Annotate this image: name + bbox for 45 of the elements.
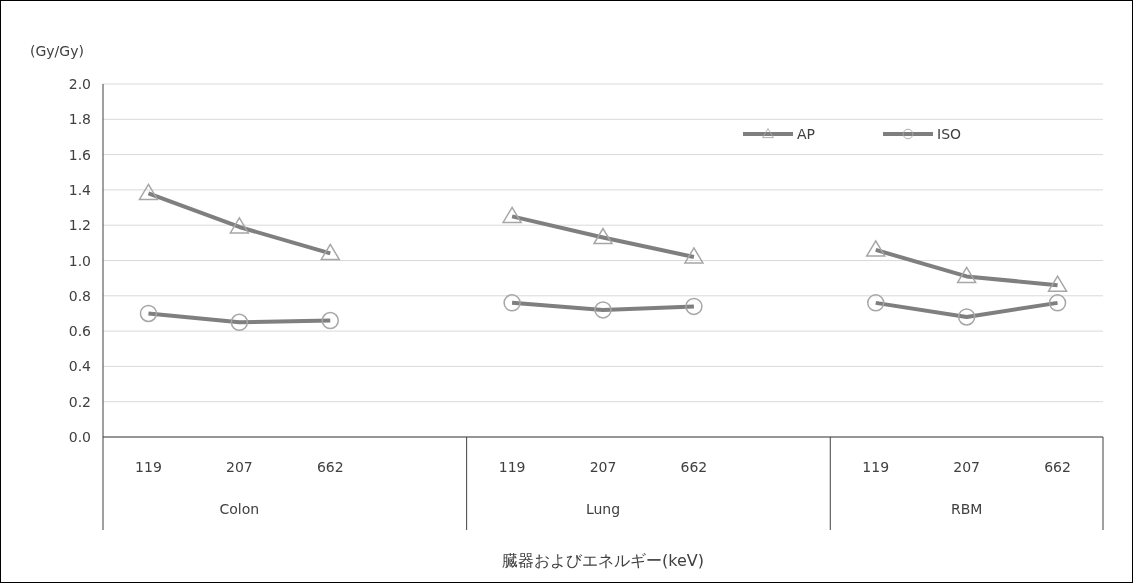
y-tick-label: 1.2 <box>68 217 91 234</box>
text: Colon <box>219 501 260 517</box>
point <box>503 294 521 312</box>
y-tick-label: 1.8 <box>68 111 91 128</box>
legend-label: ISO <box>937 126 962 142</box>
point <box>230 313 249 332</box>
point <box>139 304 158 323</box>
point <box>865 240 886 257</box>
x-tick-label: 662 <box>316 459 344 475</box>
x-tick-label: 207 <box>953 459 980 475</box>
point <box>956 266 977 284</box>
point <box>1048 294 1067 312</box>
y-tick-label: 0.0 <box>68 429 91 445</box>
x-tick-label: 207 <box>589 459 617 475</box>
point <box>685 297 703 316</box>
point <box>1047 275 1068 292</box>
x-tick-label: 662 <box>680 459 708 475</box>
point <box>138 183 159 201</box>
x-tick-label: 119 <box>135 459 162 475</box>
x-tick-label: 119 <box>498 459 526 475</box>
x-axis-title: 臓器およびエネルギー(keV) <box>502 551 704 570</box>
y-tick-label: 1.6 <box>68 146 92 163</box>
point <box>594 301 612 319</box>
y-tick-label: 0.2 <box>68 393 91 410</box>
y-tick-label: 1.0 <box>68 252 91 269</box>
x-tick-label: 662 <box>1044 459 1071 475</box>
point <box>684 247 704 264</box>
point <box>320 243 341 261</box>
point <box>866 294 885 312</box>
y-axis-title: (Gy/Gy) <box>30 43 84 59</box>
text: Lung <box>585 501 621 517</box>
point <box>957 308 976 326</box>
x-tick-label: 119 <box>862 459 890 475</box>
y-tick-label: 2.0 <box>68 76 91 92</box>
x-tick-label: 207 <box>226 459 253 475</box>
point <box>593 227 613 245</box>
legend-label: AP <box>797 126 816 142</box>
point <box>321 311 340 330</box>
y-tick-label: 0.6 <box>68 323 92 340</box>
y-tick-label: 1.4 <box>68 181 92 198</box>
y-tick-label: 0.8 <box>68 287 91 304</box>
text: RBM <box>950 501 983 517</box>
point <box>502 206 522 224</box>
y-tick-label: 0.4 <box>68 358 92 375</box>
point <box>229 217 250 234</box>
